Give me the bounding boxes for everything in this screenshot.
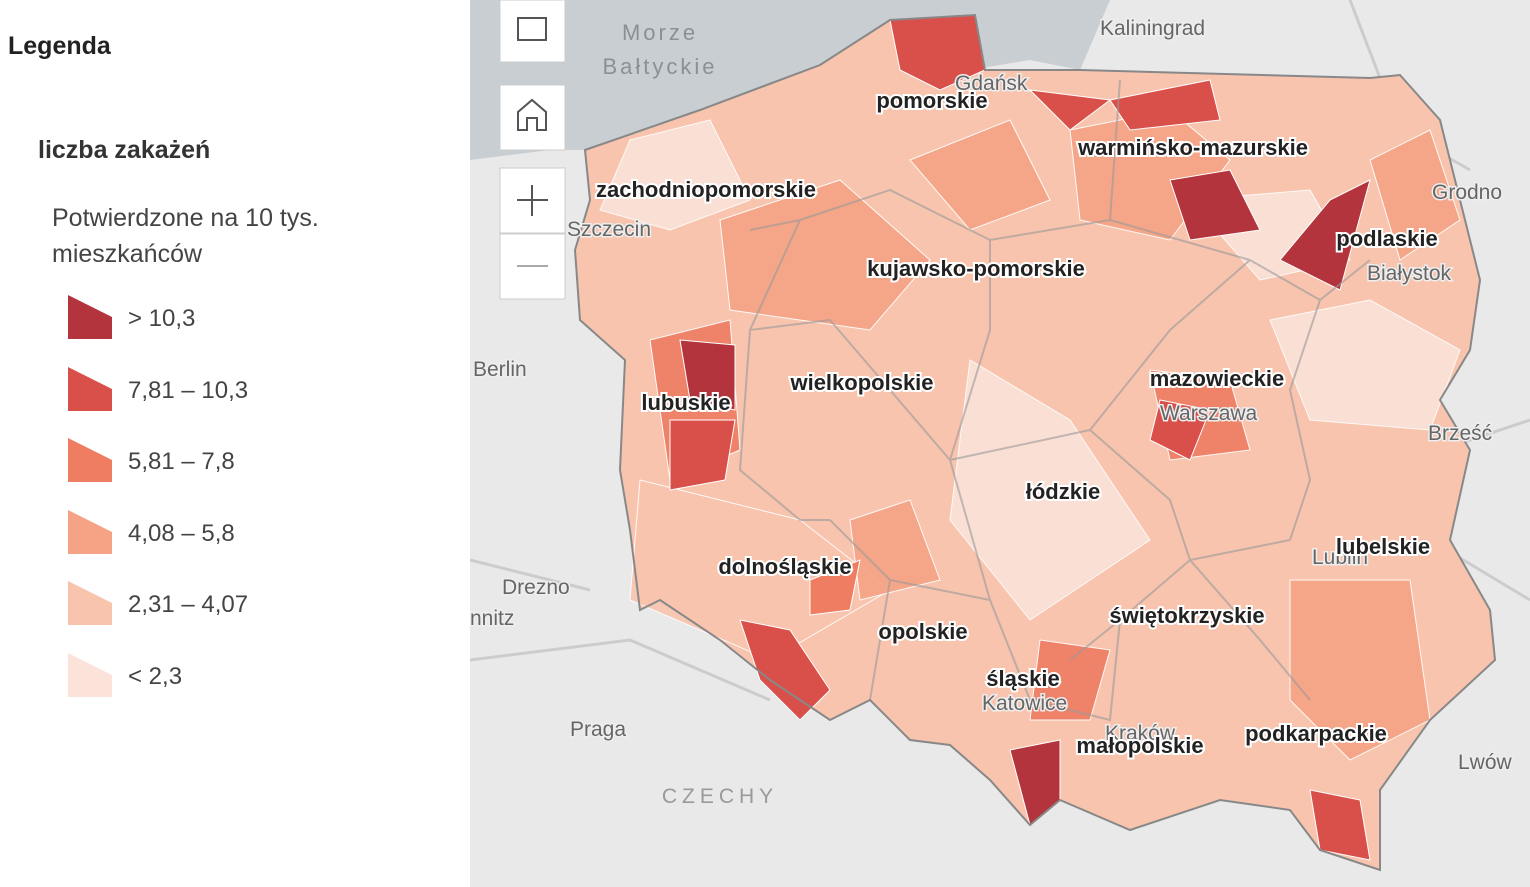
layer-title: liczba zakażeń	[38, 136, 211, 164]
legend-class: < 2,3	[66, 651, 366, 701]
city-label: Katowice	[982, 692, 1067, 715]
legend-swatch	[68, 652, 112, 697]
legend-label: 4,08 – 5,8	[128, 519, 235, 547]
district-patch	[669, 419, 736, 491]
city-label: Szczecin	[567, 218, 651, 241]
basemap-button[interactable]	[499, 0, 566, 63]
region-label: mazowieckie	[1150, 366, 1285, 391]
district-patch	[1149, 399, 1211, 461]
city-label: Drezno	[502, 576, 570, 599]
district-patch	[1169, 169, 1261, 241]
district-patch	[809, 559, 861, 616]
district-patch	[679, 339, 736, 411]
sea-label: Morze Bałtyckie	[602, 20, 717, 79]
city-label: Lwów	[1458, 751, 1513, 774]
swatch	[68, 366, 112, 411]
home-icon	[517, 98, 547, 131]
region-label: kujawsko-pomorskie	[867, 256, 1085, 281]
legend-label: > 10,3	[128, 305, 196, 332]
region-label: małopolskie	[1076, 733, 1203, 758]
swatch	[68, 438, 112, 482]
district-patch	[719, 179, 931, 331]
swatch	[68, 509, 112, 554]
city-label: Warszawa	[1160, 402, 1258, 425]
legend-class: 2,31 – 4,07	[66, 579, 366, 629]
legend-class: 4,08 – 5,8	[66, 508, 366, 558]
city-label: Grodno	[1432, 181, 1502, 204]
country-label: CZECHY	[662, 785, 778, 808]
legend-label: < 2,3	[128, 662, 183, 690]
region-label: opolskie	[878, 619, 967, 644]
region-label: świętokrzyskie	[1109, 603, 1264, 628]
city-label: Praga	[570, 718, 626, 741]
legend-swatch	[68, 295, 112, 339]
district-patch	[1309, 789, 1371, 861]
region-label: podkarpackie	[1245, 721, 1387, 746]
region-label: lubuskie	[641, 390, 730, 415]
swatch	[68, 652, 112, 697]
city-label: Lublin	[1312, 546, 1368, 569]
legend-class: 5,81 – 7,8	[66, 436, 366, 486]
legend-title: Legenda	[8, 32, 111, 60]
legend-swatch	[68, 509, 112, 554]
district-patch	[1289, 579, 1431, 761]
legend-label: 5,81 – 7,8	[128, 448, 235, 475]
field-title: Potwierdzone na 10 tys. mieszkańców	[52, 204, 319, 268]
region-label: zachodniopomorskie	[596, 177, 816, 202]
city-label: Gdańsk	[955, 72, 1028, 95]
voivodeship-borders	[738, 79, 1371, 722]
district-patch	[629, 479, 891, 661]
country-border	[573, 13, 1497, 872]
district-patch	[1279, 179, 1371, 291]
city-label: Kraków	[1105, 722, 1176, 745]
legend-swatch	[68, 581, 112, 625]
swatch	[68, 581, 112, 625]
district-patch	[1369, 129, 1461, 261]
swatch	[68, 295, 112, 339]
city-label: Berlin	[473, 358, 527, 381]
poland	[573, 13, 1497, 872]
city-label: Kaliningrad	[1100, 17, 1205, 40]
district-patch	[599, 119, 751, 231]
district-patch	[1109, 79, 1221, 131]
region-label: łódzkie	[1026, 479, 1101, 504]
legend-swatch	[68, 438, 112, 482]
zoom-in-icon	[517, 185, 548, 216]
legend-swatch	[68, 366, 112, 411]
city-label: Białystok	[1367, 262, 1452, 285]
region-label: pomorskie	[876, 88, 987, 113]
district-patch	[1028, 89, 1112, 131]
region-label: podlaskie	[1336, 226, 1437, 251]
legend-label: 2,31 – 4,07	[128, 591, 249, 618]
legend-class: > 10,3	[66, 293, 366, 343]
legend-label: 7,81 – 10,3	[128, 376, 249, 404]
city-label: Brześć	[1428, 422, 1492, 445]
region-label: wielkopolskie	[789, 370, 933, 395]
region-label: dolnośląskie	[718, 554, 851, 579]
legend-class: 7,81 – 10,3	[66, 365, 366, 415]
city-label: nnitz	[470, 607, 514, 630]
district-patch	[909, 119, 1051, 231]
district-patch	[949, 359, 1151, 621]
basemap-icon	[517, 17, 547, 41]
map[interactable]: Morze Bałtyckie CZECHY Kaliningrad Grodno Szc…	[470, 0, 1530, 887]
map-controls	[499, 0, 566, 300]
region-label: lubelskie	[1336, 534, 1430, 559]
region-label: warmińsko-mazurskie	[1077, 135, 1308, 160]
legend-panel: Legenda liczba zakażeń Potwierdzone na 1…	[0, 0, 470, 887]
region-label: śląskie	[986, 666, 1059, 691]
